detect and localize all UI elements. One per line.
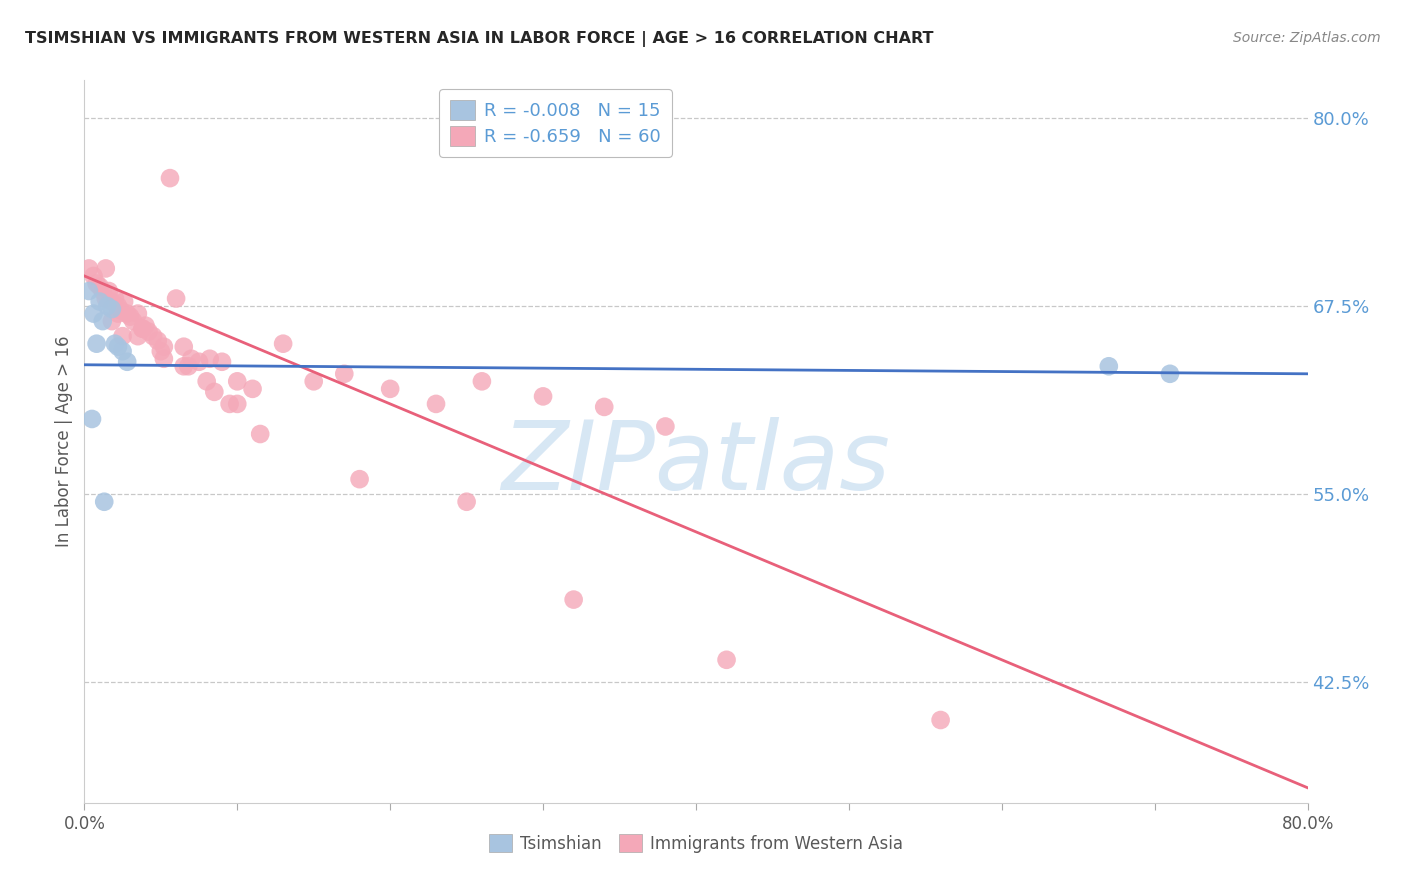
Point: [97, 284, 120, 298]
Point: [226, 375, 249, 389]
Point: [83, 307, 105, 321]
Point: [142, 329, 165, 343]
Point: [593, 400, 616, 414]
Text: TSIMSHIAN VS IMMIGRANTS FROM WESTERN ASIA IN LABOR FORCE | AGE > 16 CORRELATION : TSIMSHIAN VS IMMIGRANTS FROM WESTERN ASI…: [25, 31, 934, 47]
Point: [226, 397, 249, 411]
Point: [93, 494, 115, 508]
Point: [180, 351, 202, 366]
Point: [111, 329, 134, 343]
Point: [173, 340, 195, 354]
Point: [195, 375, 218, 389]
Point: [127, 329, 149, 343]
Text: Source: ZipAtlas.com: Source: ZipAtlas.com: [1233, 31, 1381, 45]
Point: [80, 412, 103, 426]
Point: [165, 292, 187, 306]
Point: [104, 336, 127, 351]
Point: [138, 325, 160, 339]
Legend: Tsimshian, Immigrants from Western Asia: Tsimshian, Immigrants from Western Asia: [482, 828, 910, 860]
Point: [380, 382, 402, 396]
Point: [202, 384, 225, 399]
Point: [101, 314, 124, 328]
Point: [177, 359, 200, 374]
Point: [198, 351, 221, 366]
Point: [94, 261, 117, 276]
Point: [173, 359, 195, 374]
Point: [471, 375, 494, 389]
Point: [211, 355, 233, 369]
Point: [1159, 367, 1181, 381]
Point: [112, 294, 135, 309]
Point: [83, 268, 105, 283]
Point: [1098, 359, 1121, 374]
Point: [86, 336, 108, 351]
Point: [77, 261, 100, 276]
Text: ZIPatlas: ZIPatlas: [502, 417, 890, 509]
Point: [115, 355, 138, 369]
Point: [249, 427, 271, 442]
Point: [302, 375, 325, 389]
Point: [131, 321, 153, 335]
Point: [456, 494, 478, 508]
Point: [218, 397, 240, 411]
Point: [131, 321, 153, 335]
Point: [96, 299, 118, 313]
Point: [94, 292, 117, 306]
Point: [120, 310, 142, 324]
Point: [188, 355, 211, 369]
Point: [86, 277, 108, 291]
Point: [89, 279, 111, 293]
Point: [333, 367, 356, 381]
Point: [654, 419, 676, 434]
Point: [107, 307, 129, 321]
Point: [153, 351, 176, 366]
Point: [146, 334, 169, 348]
Point: [101, 301, 124, 317]
Point: [716, 653, 738, 667]
Point: [104, 292, 127, 306]
Point: [149, 344, 172, 359]
Point: [77, 284, 100, 298]
Point: [89, 294, 111, 309]
Point: [349, 472, 371, 486]
Point: [122, 314, 145, 328]
Point: [562, 592, 585, 607]
Point: [531, 389, 554, 403]
Y-axis label: In Labor Force | Age > 16: In Labor Force | Age > 16: [55, 335, 73, 548]
Point: [271, 336, 294, 351]
Point: [153, 340, 176, 354]
Point: [425, 397, 447, 411]
Point: [107, 299, 129, 313]
Point: [111, 344, 134, 359]
Point: [91, 284, 114, 298]
Point: [115, 307, 138, 321]
Point: [91, 314, 114, 328]
Point: [242, 382, 264, 396]
Point: [135, 318, 157, 333]
Point: [127, 307, 149, 321]
Point: [107, 340, 129, 354]
Point: [159, 171, 181, 186]
Point: [929, 713, 952, 727]
Point: [110, 303, 132, 318]
Point: [101, 294, 124, 309]
